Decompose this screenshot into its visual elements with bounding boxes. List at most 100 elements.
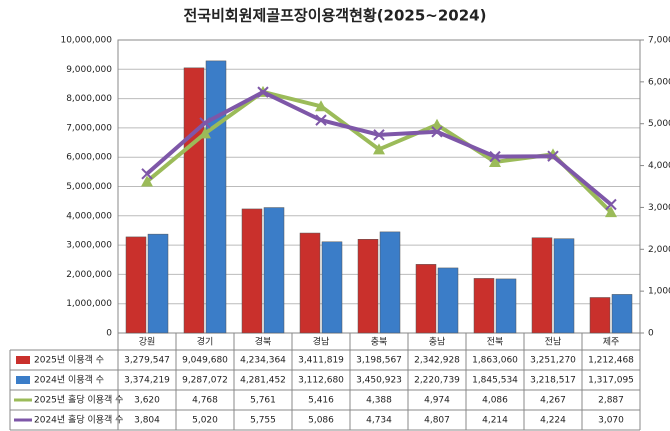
bar bbox=[415, 264, 437, 334]
table-cell: 5,086 bbox=[308, 416, 334, 426]
y-tick-label: 7,000,000 bbox=[66, 123, 112, 133]
table-cell: 3,620 bbox=[134, 396, 160, 406]
table-cell: 4,768 bbox=[192, 396, 218, 406]
table-cell: 4,807 bbox=[424, 416, 450, 426]
x-tick-label: 충남 bbox=[429, 337, 446, 348]
marker bbox=[373, 143, 385, 155]
y-tick-label: 5,000,000 bbox=[66, 182, 112, 192]
y2-tick-label: 1,000 bbox=[648, 287, 670, 297]
table-cell: 9,049,680 bbox=[182, 356, 228, 366]
y-tick-label: 3,000,000 bbox=[66, 241, 112, 251]
marker bbox=[431, 118, 443, 130]
bar bbox=[147, 233, 169, 334]
marker bbox=[141, 168, 153, 180]
x-tick-label: 경기 bbox=[197, 336, 214, 348]
bar bbox=[241, 208, 263, 334]
marker bbox=[141, 175, 153, 187]
y2-tick-label: 3,000 bbox=[648, 203, 670, 213]
marker bbox=[373, 129, 385, 141]
y2-tick-label: 0 bbox=[648, 329, 654, 339]
bar bbox=[321, 241, 343, 334]
table-cell: 1,317,095 bbox=[588, 376, 634, 386]
table-cell: 4,214 bbox=[482, 416, 508, 426]
table-cell: 5,416 bbox=[308, 396, 334, 406]
bar bbox=[125, 236, 147, 334]
x-tick-label: 강원 bbox=[139, 337, 156, 348]
table-cell: 3,450,923 bbox=[356, 376, 402, 386]
table-cell: 1,863,060 bbox=[472, 356, 518, 366]
y-tick-label: 10,000,000 bbox=[60, 36, 112, 46]
marker bbox=[431, 126, 443, 138]
bar bbox=[357, 239, 379, 334]
marker bbox=[257, 86, 269, 98]
y-tick-label: 6,000,000 bbox=[66, 153, 112, 163]
bar bbox=[205, 60, 227, 334]
bar bbox=[611, 294, 633, 334]
x-tick-label: 전북 bbox=[487, 337, 504, 348]
marker bbox=[199, 117, 211, 129]
bar bbox=[553, 238, 575, 334]
marker bbox=[315, 114, 327, 126]
y-tick-label: 1,000,000 bbox=[66, 299, 112, 309]
bar bbox=[589, 297, 611, 334]
table-cell: 4,974 bbox=[424, 396, 450, 406]
table-cell: 3,112,680 bbox=[298, 376, 344, 386]
table-cell: 2,887 bbox=[598, 396, 624, 406]
y2-tick-label: 4,000 bbox=[648, 161, 670, 171]
legend-label: 2025년 홀당 이용객 수 bbox=[34, 394, 123, 406]
table-cell: 9,287,072 bbox=[182, 376, 228, 386]
y-tick-label: 8,000,000 bbox=[66, 94, 112, 104]
y2-tick-label: 6,000 bbox=[648, 77, 670, 87]
marker bbox=[489, 155, 501, 167]
x-tick-label: 충북 bbox=[371, 337, 388, 348]
table-cell: 1,212,468 bbox=[588, 356, 634, 366]
table-cell: 1,845,534 bbox=[472, 376, 518, 386]
table-cell: 4,086 bbox=[482, 396, 508, 406]
table-cell: 3,411,819 bbox=[298, 356, 344, 366]
marker bbox=[489, 150, 501, 163]
table-cell: 3,198,567 bbox=[356, 356, 402, 366]
table-cell: 4,234,364 bbox=[240, 356, 286, 366]
bar bbox=[531, 237, 553, 334]
legend-label: 2025년 이용객 수 bbox=[34, 355, 104, 366]
table-cell: 3,279,547 bbox=[124, 356, 170, 366]
table-cell: 3,804 bbox=[134, 416, 160, 426]
x-tick-label: 경남 bbox=[313, 336, 330, 348]
table-cell: 4,267 bbox=[540, 396, 566, 406]
table-cell: 2,220,739 bbox=[414, 376, 460, 386]
chart-title: 전국비회원제골프장이용객현황(2025~2024) bbox=[184, 7, 487, 25]
table-cell: 4,734 bbox=[366, 416, 392, 426]
table-cell: 5,020 bbox=[192, 416, 218, 426]
bar bbox=[437, 267, 459, 334]
table-cell: 5,761 bbox=[250, 396, 276, 406]
bar bbox=[473, 278, 495, 334]
x-tick-label: 제주 bbox=[603, 337, 620, 348]
plot-frame bbox=[117, 39, 641, 334]
x-tick-label: 경북 bbox=[255, 336, 272, 348]
y-tick-label: 2,000,000 bbox=[66, 270, 112, 280]
marker bbox=[605, 206, 617, 218]
marker bbox=[199, 127, 211, 139]
legend-key bbox=[16, 356, 30, 364]
legend-key bbox=[16, 376, 30, 384]
table-cell: 3,218,517 bbox=[530, 376, 576, 386]
y2-tick-label: 2,000 bbox=[648, 245, 670, 255]
y-tick-label: 4,000,000 bbox=[66, 211, 112, 221]
marker bbox=[547, 150, 559, 162]
table-cell: 4,281,452 bbox=[240, 376, 286, 386]
y-tick-label: 0 bbox=[106, 329, 112, 339]
table-cell: 3,251,270 bbox=[530, 356, 576, 366]
legend-label: 2024년 이용객 수 bbox=[34, 375, 104, 386]
table-cell: 5,755 bbox=[250, 416, 276, 426]
bar bbox=[183, 67, 205, 334]
bar bbox=[263, 207, 285, 334]
y2-tick-label: 5,000 bbox=[648, 119, 670, 129]
table-cell: 2,342,928 bbox=[414, 356, 460, 366]
table-cell: 4,224 bbox=[540, 416, 566, 426]
x-tick-label: 전남 bbox=[545, 337, 562, 348]
bar bbox=[299, 232, 321, 334]
table-cell: 4,388 bbox=[366, 396, 392, 406]
y2-tick-label: 7,000 bbox=[648, 36, 670, 46]
legend-label: 2024년 홀당 이용객 수 bbox=[34, 414, 123, 426]
